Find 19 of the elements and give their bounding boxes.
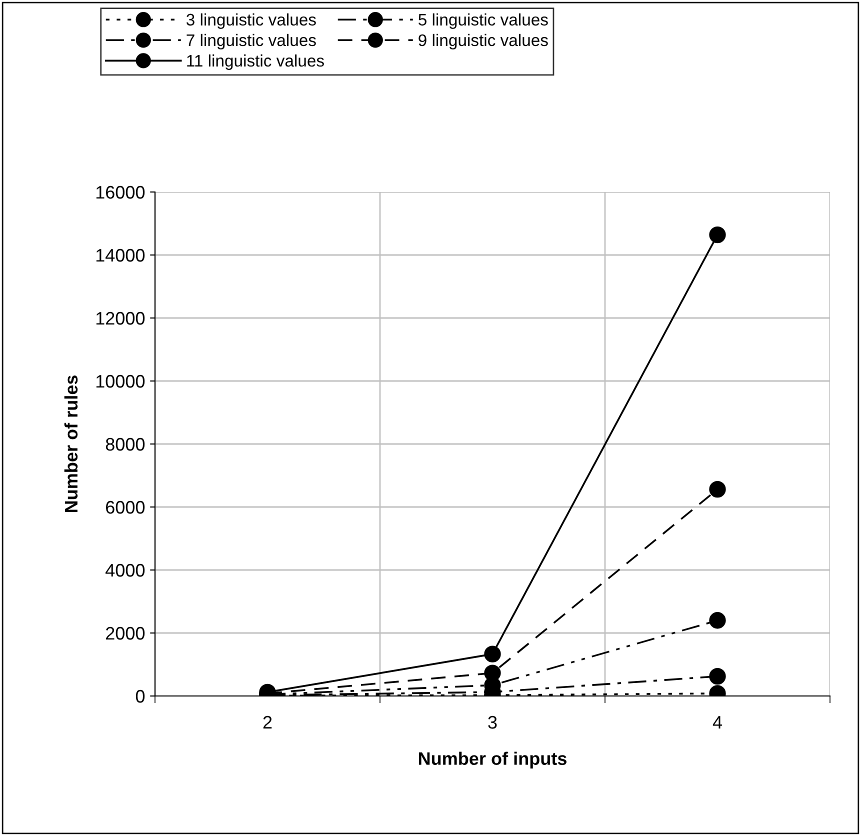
x-tick-label: 2	[263, 716, 272, 729]
legend-label: 11 linguistic values	[187, 54, 324, 70]
y-tick-label: 2000	[106, 626, 145, 640]
legend-label: 3 linguistic values	[186, 13, 316, 29]
legend-label: 9 linguistic values	[418, 34, 548, 50]
x-axis-title: Number of inputs	[418, 752, 566, 769]
x-tick-label: 3	[488, 716, 497, 729]
y-tick-label: 16000	[96, 186, 145, 199]
y-tick-label: 10000	[96, 374, 145, 388]
y-tick-label: 8000	[106, 438, 145, 451]
y-tick-label: 12000	[96, 312, 145, 325]
y-axis-title: Number of rules	[64, 376, 78, 512]
legend-label: 5 linguistic values	[418, 13, 548, 29]
x-tick-label: 4	[712, 716, 722, 729]
y-tick-label: 0	[136, 690, 145, 703]
y-tick-label: 6000	[106, 500, 145, 514]
y-tick-label: 14000	[96, 248, 145, 262]
legend-label: 7 linguistic values	[186, 34, 316, 50]
y-tick-label: 4000	[106, 564, 145, 577]
